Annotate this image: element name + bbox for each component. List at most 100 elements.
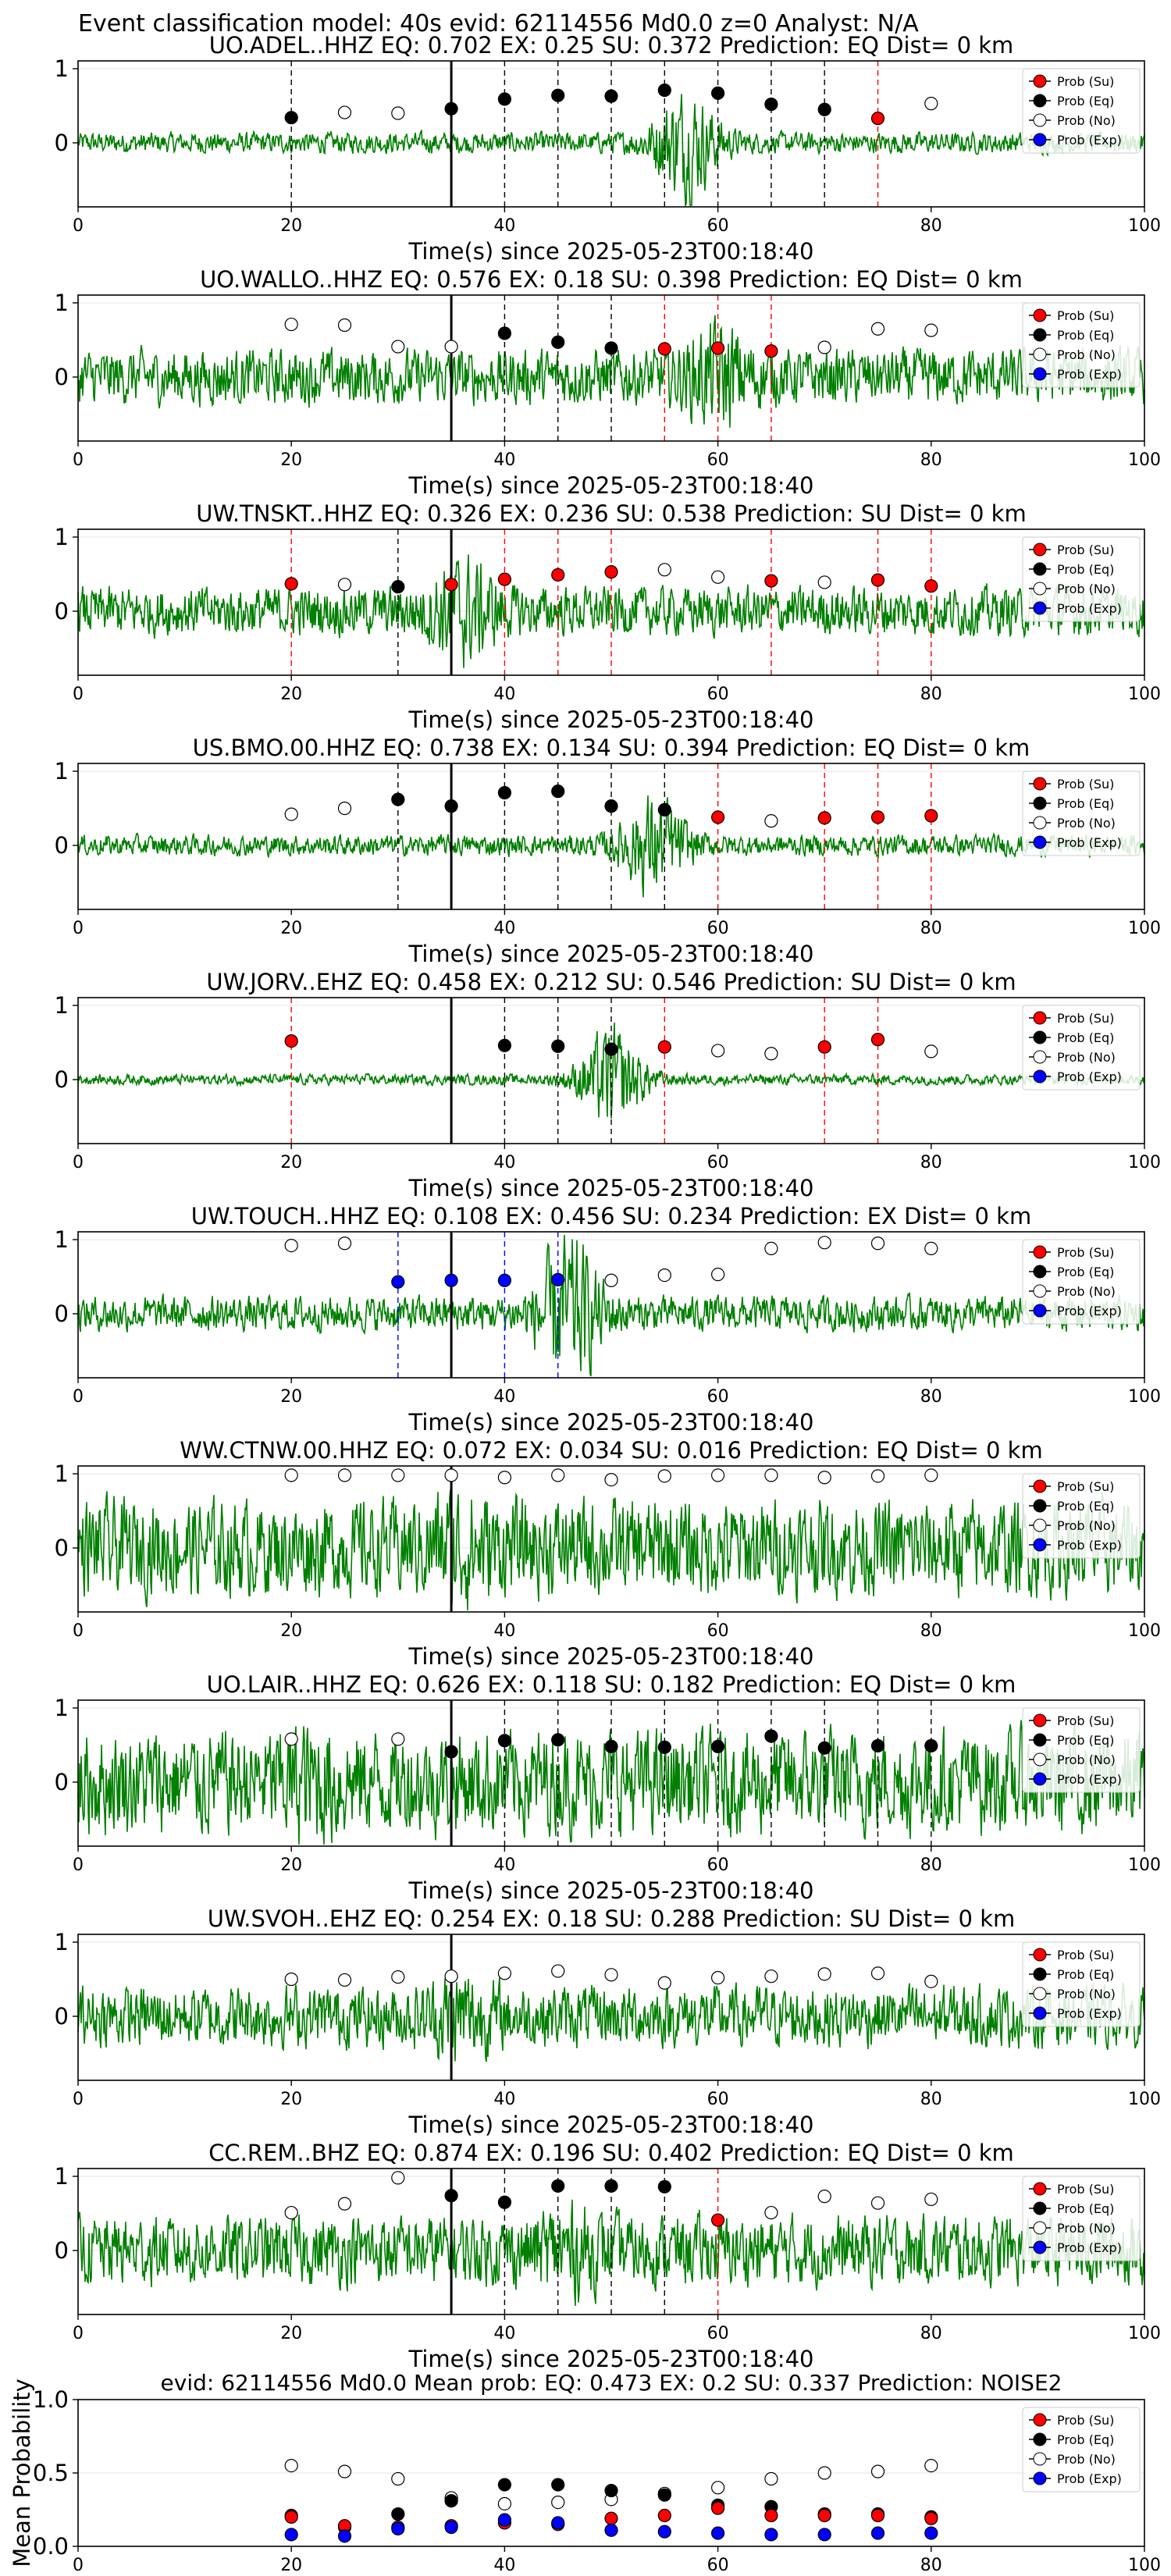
mean-point-eq	[604, 2483, 618, 2498]
prob-point-eq	[710, 1739, 725, 1753]
x-tick-label: 0	[73, 1856, 84, 1875]
axes-frame	[77, 1465, 1145, 1613]
x-tick-label: 40	[493, 450, 515, 470]
x-tick-label: 0	[73, 1153, 84, 1172]
legend-marker	[1033, 1499, 1047, 1513]
station-panel-10: CC.REM..BHZ EQ: 0.874 EX: 0.196 SU: 0.40…	[55, 2140, 1161, 2372]
x-tick-label: 60	[707, 1153, 729, 1172]
prob-point-no	[444, 1468, 458, 1482]
y-tick-label: 1	[55, 1695, 69, 1721]
waveform-trace	[77, 1234, 1145, 1377]
station-panel-3: UW.TNSKT..HHZ EQ: 0.326 EX: 0.236 SU: 0.…	[55, 500, 1161, 733]
panel-title: UW.JORV..EHZ EQ: 0.458 EX: 0.212 SU: 0.5…	[206, 969, 1016, 995]
axes-frame	[77, 997, 1145, 1144]
axes-frame	[77, 294, 1145, 442]
y-tick-label: 0	[55, 1066, 69, 1093]
x-tick-label: 40	[493, 685, 515, 704]
prob-point-su	[657, 1040, 671, 1054]
prob-point-no	[710, 570, 725, 584]
mean-point-no	[870, 2464, 885, 2478]
panel-title: UW.TOUCH..HHZ EQ: 0.108 EX: 0.456 SU: 0.…	[191, 1203, 1031, 1229]
x-tick-label: 100	[1128, 919, 1161, 938]
legend-marker	[1033, 1772, 1047, 1786]
x-tick-label: 40	[493, 216, 515, 236]
mean-point-exp	[657, 2524, 671, 2539]
prob-point-eq	[817, 1741, 831, 1755]
legend-marker	[1033, 133, 1047, 147]
legend-marker	[1033, 94, 1047, 108]
mean-point-su	[657, 2508, 671, 2523]
prob-point-no	[764, 1241, 778, 1256]
x-tick-label: 60	[707, 2090, 729, 2109]
prob-point-no	[817, 1236, 831, 1250]
legend: Prob (Su) Prob (Eq) Prob (No) Prob (Exp)	[1022, 1005, 1141, 1091]
station-panel-4: US.BMO.00.HHZ EQ: 0.738 EX: 0.134 SU: 0.…	[55, 735, 1161, 967]
legend-label-no: Prob (No)	[1057, 1987, 1116, 2001]
x-tick-label: 80	[920, 1621, 942, 1641]
mean-point-exp	[284, 2528, 298, 2542]
x-tick-label: 60	[707, 450, 729, 470]
legend-label-eq: Prob (Eq)	[1057, 796, 1114, 811]
prob-point-no	[337, 105, 352, 119]
prob-point-eq	[551, 785, 565, 799]
x-tick-label: 20	[280, 1856, 302, 1875]
prob-point-no	[870, 1966, 885, 1980]
x-axis-label: Time(s) since 2025-05-23T00:18:40	[408, 2112, 814, 2138]
legend-marker	[1033, 113, 1047, 127]
prob-point-su	[817, 811, 831, 825]
prob-point-no	[497, 1471, 512, 1485]
axes-frame	[77, 2168, 1145, 2315]
x-tick-label: 60	[707, 1387, 729, 1407]
prob-point-no	[391, 1732, 405, 1746]
x-tick-label: 40	[493, 2090, 515, 2109]
prob-point-no	[337, 578, 352, 592]
x-axis-label: Time(s) since 2025-05-23T00:18:40	[408, 1643, 814, 1670]
x-tick-label: 0	[73, 2090, 84, 2109]
y-tick-label: 1	[55, 1226, 69, 1253]
x-tick-label: 0	[73, 1387, 84, 1407]
x-axis-label: Time(s) since 2025-05-23T00:18:40	[408, 1175, 814, 1201]
legend-marker	[1033, 562, 1047, 576]
panel-title: UW.SVOH..EHZ EQ: 0.254 EX: 0.18 SU: 0.28…	[208, 1905, 1016, 1932]
prob-point-su	[710, 2213, 725, 2227]
y-tick-label: 1	[55, 55, 69, 82]
prob-point-no	[924, 1468, 938, 1482]
prob-point-su	[870, 112, 885, 126]
prob-point-eq	[657, 1740, 671, 1754]
legend-label-su: Prob (Su)	[1057, 543, 1114, 557]
prob-point-eq	[497, 2195, 512, 2209]
panel-title: UO.WALLO..HHZ EQ: 0.576 EX: 0.18 SU: 0.3…	[200, 266, 1023, 293]
y-tick-label: 1.0	[33, 2386, 69, 2413]
x-tick-label: 80	[920, 2556, 942, 2575]
legend-frame	[1022, 536, 1141, 622]
legend-label-su: Prob (Su)	[1057, 1479, 1114, 1494]
x-tick-label: 100	[1128, 2556, 1161, 2575]
x-tick-label: 80	[920, 450, 942, 470]
prob-point-no	[764, 814, 778, 828]
legend-marker	[1033, 1069, 1047, 1083]
mean-point-su	[764, 2508, 778, 2523]
prob-point-no	[924, 323, 938, 337]
mean-point-no	[551, 2496, 565, 2510]
prob-point-eq	[551, 88, 565, 102]
legend-frame	[1022, 1005, 1141, 1091]
x-tick-label: 60	[707, 2324, 729, 2343]
prob-point-no	[764, 2205, 778, 2220]
legend-marker	[1033, 1050, 1047, 1064]
legend-marker	[1033, 1518, 1047, 1532]
x-axis-label: Time(s) since 2025-05-23T00:18:40	[408, 2346, 814, 2372]
x-tick-label: 20	[280, 1153, 302, 1172]
y-tick-label: 1	[55, 992, 69, 1019]
x-tick-label: 20	[280, 2324, 302, 2343]
legend: Prob (Su) Prob (Eq) Prob (No) Prob (Exp)	[1022, 1941, 1141, 2027]
mean-point-eq	[391, 2507, 405, 2521]
x-tick-label: 80	[920, 2090, 942, 2109]
y-tick-label: 0	[55, 832, 69, 859]
prob-point-su	[817, 1040, 831, 1054]
prob-point-su	[764, 344, 778, 358]
mean-point-exp	[604, 2523, 618, 2537]
mean-point-no	[284, 2459, 298, 2473]
prob-point-no	[284, 1238, 298, 1253]
prob-point-eq	[604, 341, 618, 355]
